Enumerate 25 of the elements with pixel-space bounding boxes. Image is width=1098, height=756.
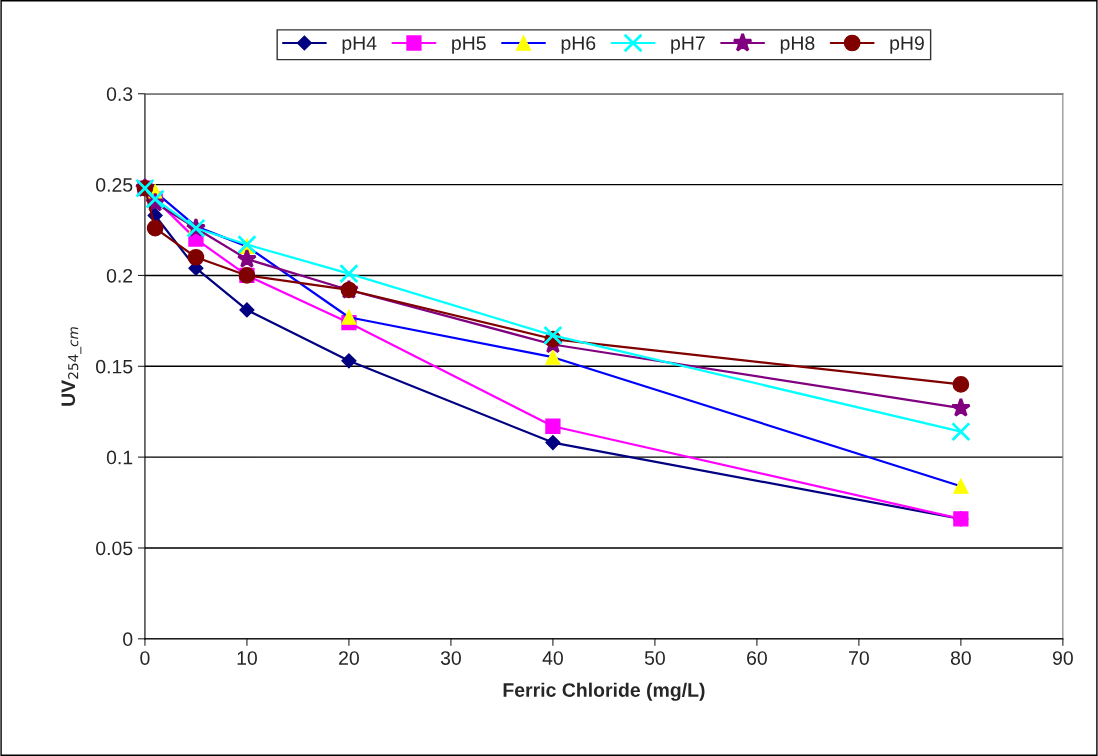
y-tick-label: 0.1 [106,450,133,465]
x-tick-label: 60 [747,651,767,665]
x-tick-label: 40 [542,651,563,665]
y-tick-label: 0.25 [96,178,133,192]
legend-label: pH7 [671,36,705,54]
y-axis-title: UV$_{254_cm}$ [61,327,82,406]
y-tick-label: 0.3 [106,87,133,101]
x-axis-title: Ferric Chloride (mg/L) [503,682,705,701]
x-tick-label: 30 [440,651,461,665]
legend-label: pH8 [780,36,815,54]
x-tick-label: 10 [237,651,257,665]
legend-label: pH6 [561,36,596,54]
legend-label: pH4 [342,36,377,54]
x-tick-label: 0 [140,651,150,665]
y-tick-label: 0.05 [96,541,133,556]
x-tick-label: 80 [950,651,971,665]
y-tick-label: 0.2 [106,268,133,283]
y-tick-label: 0 [123,632,133,647]
legend-label: pH9 [890,36,924,54]
x-tick-label: 50 [644,651,665,665]
legend-label: pH5 [452,36,486,54]
x-tick-label: 20 [339,651,359,665]
x-tick-label: 90 [1052,651,1073,665]
x-tick-label: 70 [849,651,869,665]
y-tick-label: 0.15 [96,359,133,374]
